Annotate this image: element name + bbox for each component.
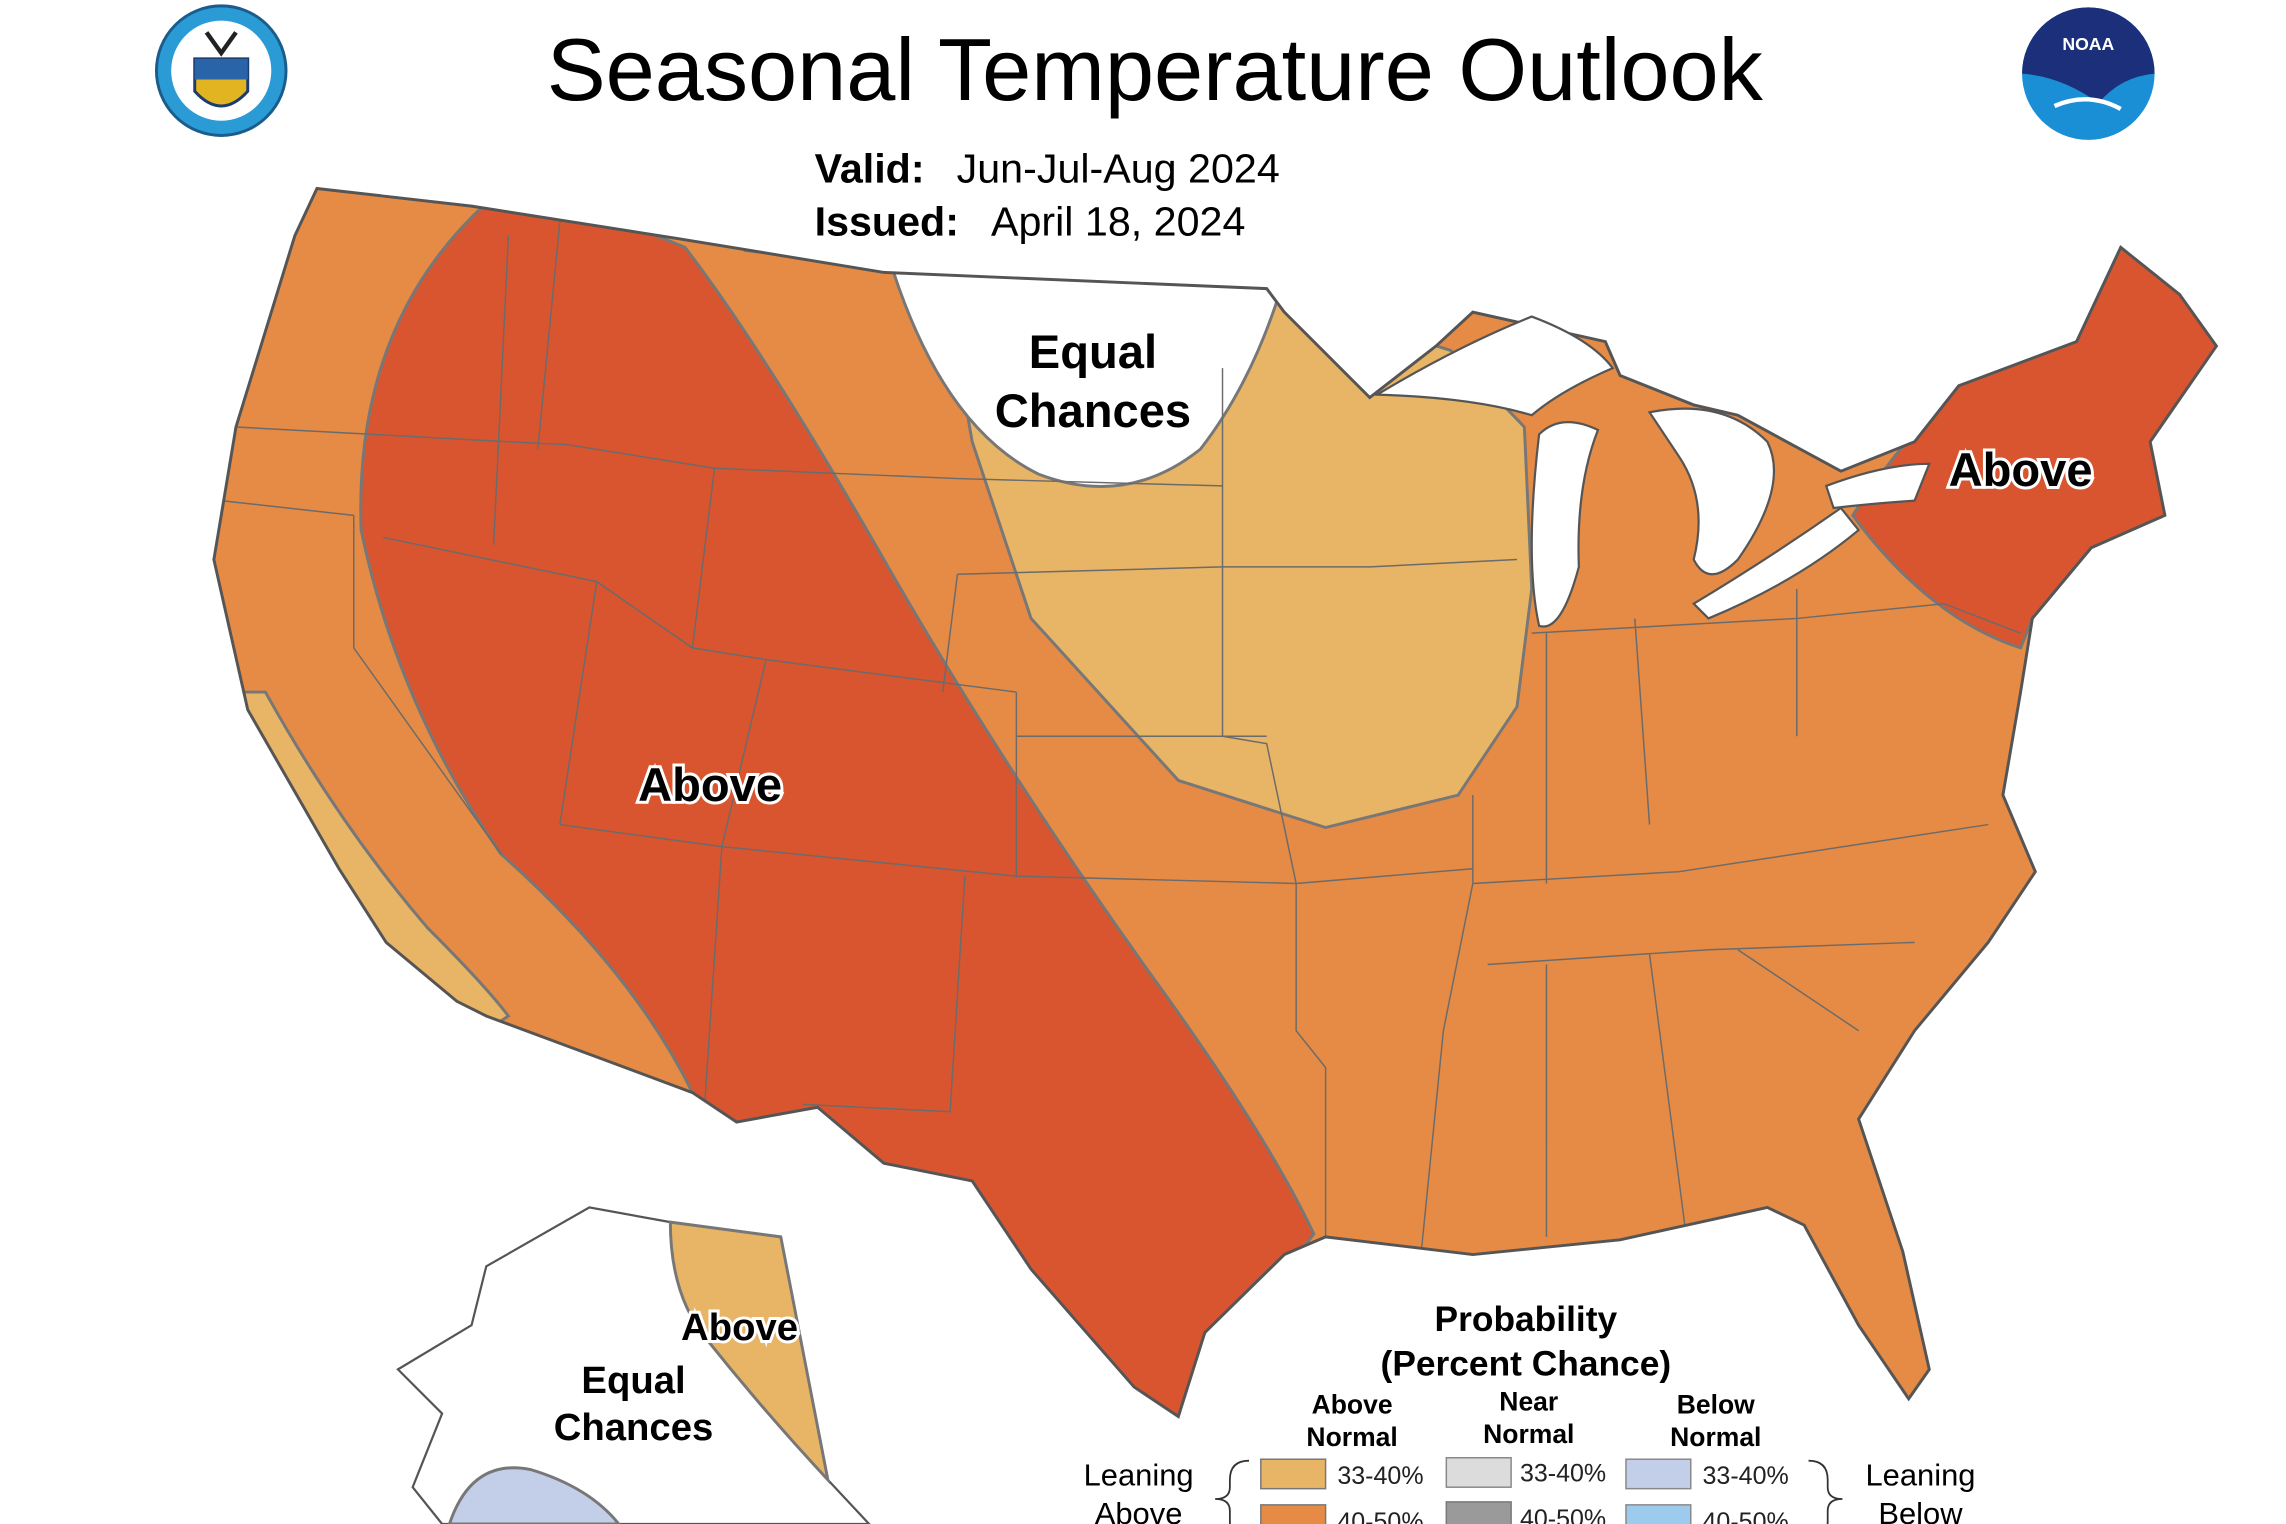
legend-near-low: 33-40%	[1520, 1459, 1606, 1487]
region-california-leaning-above	[218, 690, 511, 1033]
valid-value: Jun-Jul-Aug 2024	[957, 146, 1280, 192]
region-alaska-leaning-below	[447, 1466, 621, 1524]
state-boundaries	[221, 220, 2021, 1252]
right-brace	[1808, 1459, 1843, 1524]
issued-value: April 18, 2024	[991, 199, 1245, 245]
legend-title: Probability	[1435, 1300, 1618, 1339]
legend-col-below-1: Below	[1677, 1390, 1755, 1420]
issued-label: Issued:	[815, 199, 959, 245]
legend-below-low: 33-40%	[1703, 1462, 1789, 1490]
label-alaska-above: Above	[681, 1306, 798, 1349]
region-plains-leaning-above	[743, 248, 1534, 830]
label-northeast-above: Above	[1949, 443, 2093, 496]
noaa-logo: NOAA	[2022, 7, 2155, 140]
great-lakes	[1373, 315, 1931, 628]
swatch-near-33-40	[1445, 1457, 1512, 1488]
label-alaska-equal: Equal	[581, 1359, 685, 1402]
legend-col-above-1: Above	[1312, 1390, 1393, 1420]
valid-label: Valid:	[815, 146, 925, 192]
svg-text:Valid: Jun-Jul-Aug 2024: Valid: Jun-Jul-Aug 2024	[815, 146, 1280, 192]
legend-below-high: 40-50%	[1703, 1508, 1789, 1524]
legend-subtitle: (Percent Chance)	[1381, 1344, 1672, 1383]
swatch-below-40-50	[1625, 1504, 1692, 1524]
legend-leaning-below-2: Below	[1878, 1496, 1963, 1524]
swatch-above-33-40	[1260, 1458, 1327, 1490]
legend-leaning-below-1: Leaning	[1865, 1458, 1975, 1493]
label-alaska-chances: Chances	[554, 1406, 714, 1449]
legend-col-near-1: Near	[1499, 1387, 1558, 1417]
commerce-seal-logo	[154, 4, 288, 137]
legend-col-below-2: Normal	[1670, 1422, 1761, 1452]
conus-map	[212, 187, 2218, 1418]
swatch-near-40-50	[1445, 1501, 1512, 1524]
label-plains-equal: Equal	[1029, 325, 1157, 378]
legend: Probability (Percent Chance) Above Norma…	[1084, 1300, 1975, 1524]
label-west-above: Above	[638, 758, 782, 811]
label-plains-chances: Chances	[995, 384, 1191, 437]
region-alaska-leaning-above	[668, 1220, 831, 1485]
alaska-map	[396, 1206, 871, 1524]
legend-near-high: 40-50%	[1520, 1505, 1606, 1524]
legend-above-high: 40-50%	[1337, 1508, 1423, 1524]
svg-text:NOAA: NOAA	[2062, 34, 2114, 54]
legend-above-low: 33-40%	[1337, 1462, 1423, 1490]
swatch-above-40-50	[1260, 1504, 1327, 1524]
region-west-above	[359, 201, 1316, 1417]
left-brace	[1215, 1459, 1250, 1524]
legend-col-above-2: Normal	[1306, 1422, 1397, 1452]
legend-leaning-above-2: Above	[1095, 1496, 1183, 1524]
legend-leaning-above-1: Leaning	[1084, 1458, 1194, 1493]
region-plains-equal-chances	[889, 263, 1284, 488]
svg-text:Issued: April 18, 2024: Issued: April 18, 2024	[815, 199, 1246, 245]
swatch-below-33-40	[1625, 1458, 1692, 1490]
page-title: Seasonal Temperature Outlook	[547, 20, 1764, 119]
legend-col-near-2: Normal	[1483, 1419, 1574, 1449]
